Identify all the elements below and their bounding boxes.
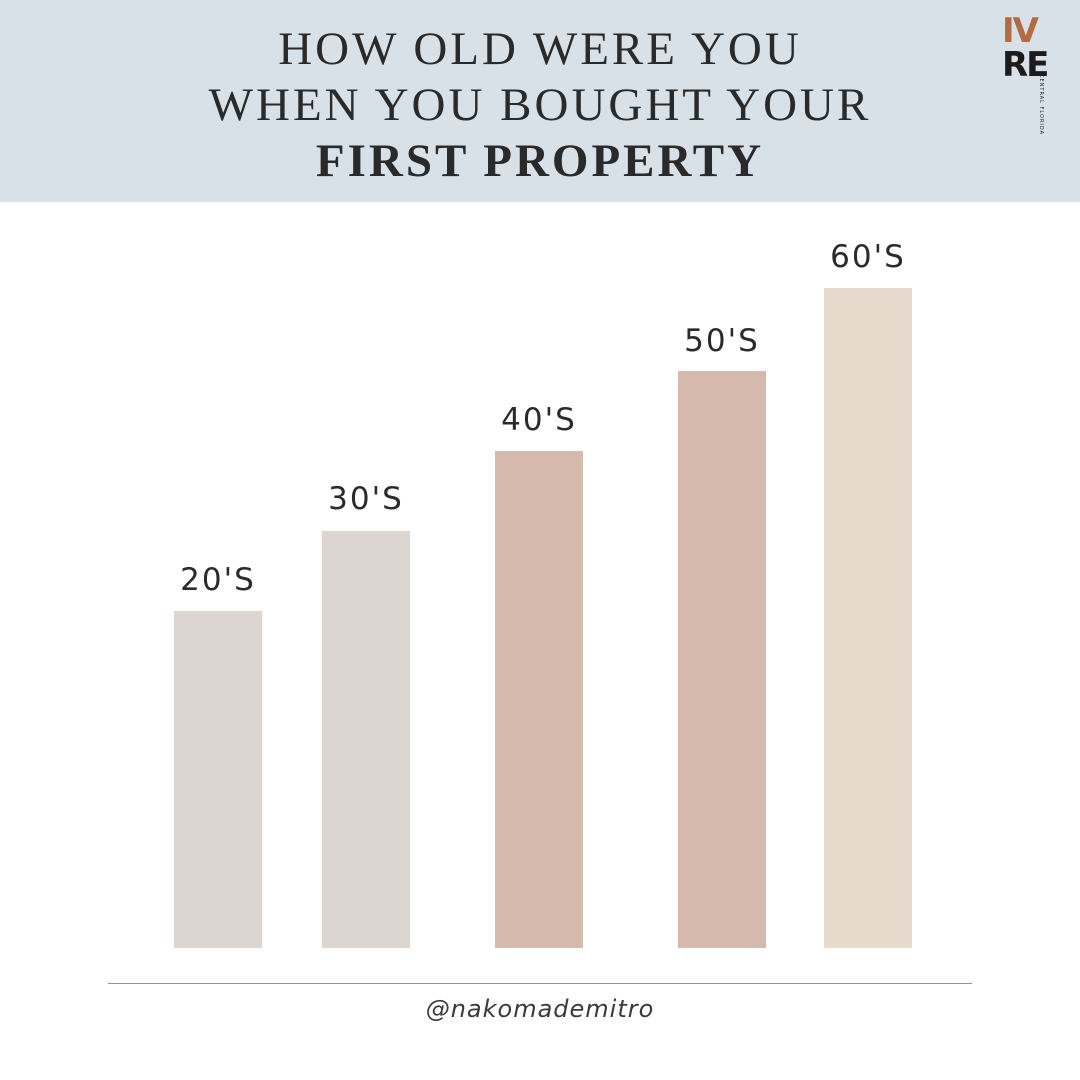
logo-text: IV xyxy=(1002,11,1039,51)
logo-tagline-word: FLORIDA xyxy=(1038,106,1044,136)
title-line: FIRST PROPERTY xyxy=(315,135,765,187)
bar-label: 30'S xyxy=(328,481,404,517)
bar-label: 60'S xyxy=(830,239,906,275)
bar-label: 50'S xyxy=(684,323,760,359)
bar xyxy=(824,288,912,948)
bar-label: 20'S xyxy=(180,562,256,598)
bar xyxy=(174,611,262,948)
title-line: WHEN YOU BOUGHT YOUR xyxy=(208,79,872,131)
logo-text: RE xyxy=(1002,45,1049,85)
divider xyxy=(108,983,972,984)
bar xyxy=(495,451,583,948)
logo: IV RE CENTRAL FLORIDA xyxy=(1002,11,1054,135)
bar xyxy=(678,371,766,948)
logo-tagline-word: CENTRAL xyxy=(1038,74,1044,104)
bar xyxy=(322,531,410,948)
bar-label: 40'S xyxy=(501,402,577,438)
handle: @nakomademitro xyxy=(425,995,655,1023)
header: HOW OLD WERE YOU WHEN YOU BOUGHT YOUR FI… xyxy=(0,0,1080,202)
logo-tagline: CENTRAL FLORIDA xyxy=(1038,74,1044,135)
title-line: HOW OLD WERE YOU xyxy=(278,23,802,75)
